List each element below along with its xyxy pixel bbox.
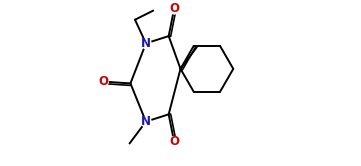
Text: O: O [169, 135, 179, 148]
Circle shape [169, 137, 179, 147]
Text: O: O [169, 2, 179, 15]
Circle shape [141, 38, 151, 48]
Text: O: O [98, 75, 108, 88]
Circle shape [98, 77, 108, 87]
Circle shape [169, 4, 179, 14]
Circle shape [141, 117, 151, 127]
Text: N: N [141, 115, 151, 128]
Text: N: N [141, 37, 151, 50]
